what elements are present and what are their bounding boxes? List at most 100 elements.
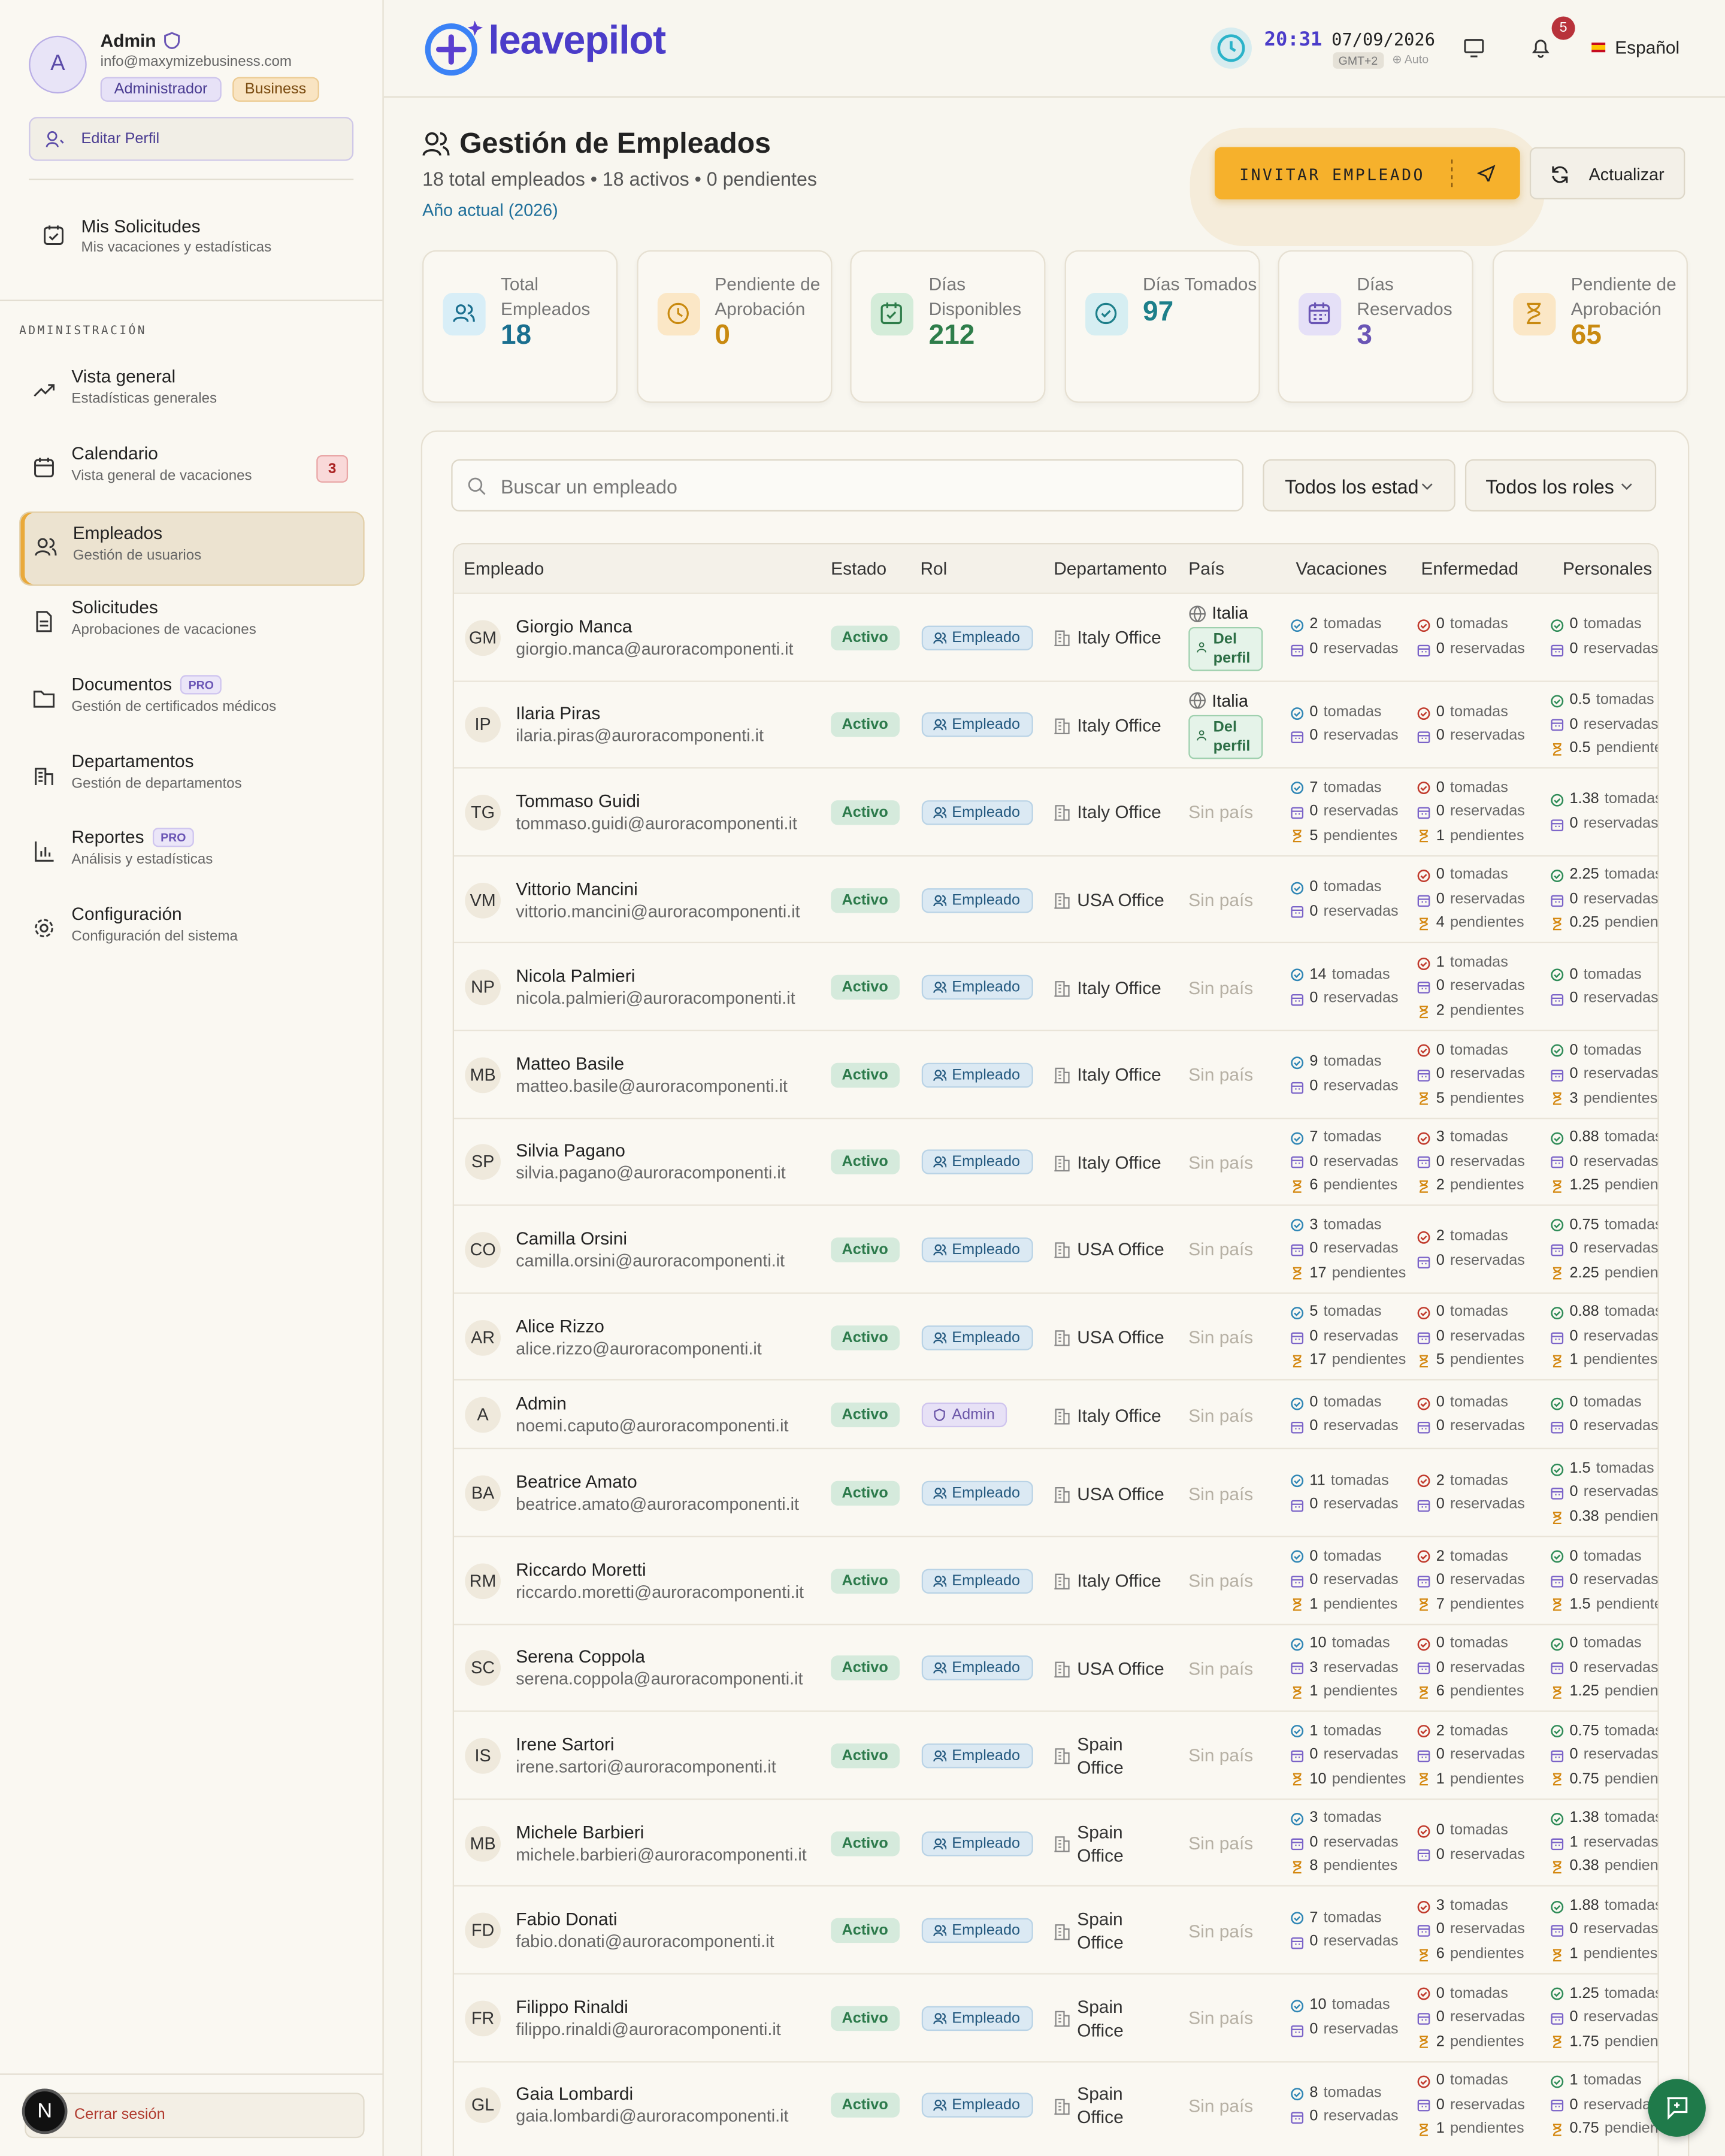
employee-email: giorgio.manca@auroracomponenti.it [516, 639, 794, 659]
icon [1417, 2012, 1430, 2025]
table-row[interactable]: MB Matteo Basile matteo.basile@auroracompo… [453, 1029, 1658, 1119]
leave-line: 1 pendientes [1550, 1349, 1657, 1373]
column-header[interactable]: Vacaciones [1296, 558, 1387, 579]
leave-line: 0 tomadas [1290, 876, 1442, 900]
status-badge: Activo [831, 1150, 900, 1175]
leave-count: 0 [1309, 879, 1318, 895]
icon [933, 1331, 947, 1343]
table-row[interactable]: IP Ilaria Piras ilaria.piras@auroracompone… [453, 680, 1658, 769]
employee-name: Fabio Donati [516, 1909, 618, 1930]
icon [1293, 1267, 1302, 1280]
leave-line: 1 pendientes [1290, 1593, 1442, 1617]
table-row[interactable]: MB Michele Barbieri michele.barbieri@auror… [453, 1798, 1658, 1887]
nav-item[interactable]: Vista general Estadísticas generales [19, 356, 362, 428]
table-row[interactable]: BA Beatrice Amato beatrice.amato@auroracom… [453, 1448, 1658, 1537]
my-requests-subtitle: Mis vacaciones y estadísticas [81, 239, 272, 256]
period-link[interactable]: Año actual (2026) [422, 201, 558, 220]
leave-label: reservadas [1449, 1252, 1525, 1270]
nav-item[interactable]: Reportes PRO Análisis y estadísticas [19, 817, 362, 889]
chat-button[interactable] [1648, 2079, 1706, 2137]
leave-line: 0 tomadas [1550, 1633, 1657, 1657]
status-cell: Activo [831, 769, 900, 856]
nav-item[interactable]: Documentos PRO Gestión de certificados méd… [19, 664, 362, 735]
employee-cell: Riccardo Moretti riccardo.moretti@aurorac… [516, 1537, 825, 1625]
chat-icon [1667, 2097, 1688, 2120]
department-cell: Italy Office [1054, 1119, 1173, 1206]
search-placeholder: Buscar un empleado [500, 476, 677, 498]
search-input[interactable]: Buscar un empleado [451, 459, 1244, 512]
nav-item[interactable]: Departamentos Gestión de departamentos [19, 740, 362, 811]
refresh-button[interactable]: Actualizar [1529, 147, 1685, 199]
column-header[interactable]: Estado [831, 558, 887, 579]
role-text: Empleado [952, 2097, 1021, 2114]
column-header[interactable]: Rol [920, 558, 948, 579]
divider [0, 2073, 383, 2075]
dev-badge[interactable]: N [22, 2088, 68, 2134]
language-selector[interactable]: Español [1615, 37, 1680, 58]
icon [1420, 2123, 1428, 2136]
leave-label: reservadas [1323, 2108, 1399, 2125]
table-row[interactable]: CO Camilla Orsini camilla.orsini@auroracom… [453, 1204, 1658, 1294]
leave-label: tomadas [1331, 1635, 1390, 1652]
table-row[interactable]: RM Riccardo Moretti riccardo.moretti@auror… [453, 1536, 1658, 1625]
role-badge: Empleado [921, 625, 1033, 650]
leave-label: tomadas [1604, 1985, 1659, 2001]
logout-button[interactable]: Cerrar sesión [25, 2093, 365, 2139]
table-row[interactable]: IS Irene Sartori irene.sartori@auroracompo… [453, 1710, 1658, 1800]
table-row[interactable]: SP Silvia Pagano silvia.pagano@auroracompo… [453, 1117, 1658, 1206]
my-requests-link[interactable]: Mis Solicitudes Mis vacaciones y estadís… [29, 204, 353, 270]
leave-count: 7 [1309, 1129, 1318, 1146]
nav-item[interactable]: Empleados Gestión de usuarios [19, 511, 365, 586]
department-cell: Spain Office [1054, 2062, 1173, 2149]
leave-line: 2 tomadas [1417, 1545, 1569, 1569]
icon [1417, 1331, 1430, 1344]
leave-count: 2 [1436, 1722, 1445, 1739]
leave-label: tomadas [1449, 1985, 1508, 2001]
table-row[interactable]: GL Gaia Lombardi gaia.lombardi@auroracompo… [453, 2060, 1658, 2149]
table-row[interactable]: NP Nicola Palmieri nicola.palmieri@aurorac… [453, 942, 1658, 1031]
column-header[interactable]: Enfermedad [1421, 558, 1519, 579]
table-row[interactable]: VM Vittorio Mancini vittorio.mancini@auror… [453, 855, 1658, 944]
nav-subtitle: Gestión de usuarios [72, 547, 202, 564]
column-header[interactable]: Departamento [1054, 558, 1167, 579]
personales-cell: 0 tomadas 0 reservadas 1.5 pendientes [1550, 1537, 1657, 1625]
leave-label: pendientes [1323, 1595, 1398, 1613]
status-filter[interactable]: Todos los estad [1263, 459, 1455, 512]
leave-label: reservadas [1323, 2021, 1399, 2038]
leave-count: 0.75 [1569, 1722, 1599, 1739]
nav-item[interactable]: Calendario Vista general de vacaciones 3 [19, 433, 362, 504]
column-header[interactable]: Personales [1562, 558, 1653, 579]
leave-label: reservadas [1449, 1659, 1525, 1676]
table-row[interactable]: GM Giorgio Manca giorgio.manca@auroracompo… [453, 592, 1658, 682]
avatar: IP [465, 707, 501, 743]
status-badge: Activo [831, 1918, 900, 1943]
flag [1591, 43, 1606, 53]
status-badge: Activo [831, 1831, 900, 1856]
leave-line: 1 tomadas [1550, 2070, 1657, 2094]
display-button[interactable] [1464, 38, 1484, 57]
edit-profile-button[interactable]: Editar Perfil [29, 117, 354, 161]
role-filter[interactable]: Todos los roles [1464, 459, 1657, 512]
icon [1551, 1725, 1564, 1739]
table-row[interactable]: A Admin noemi.caputo@auroracomponenti.it Ac… [453, 1379, 1658, 1450]
table-row[interactable]: SC Serena Coppola serena.coppola@auroracom… [453, 1623, 1658, 1712]
column-header[interactable]: Empleado [463, 558, 544, 579]
country-name: Sin país [1188, 1239, 1254, 1261]
leave-line: 0 reservadas [1290, 1494, 1442, 1518]
table-row[interactable]: AR Alice Rizzo alice.rizzo@auroracomponent… [453, 1292, 1658, 1381]
department-name: Italy Office [1077, 714, 1161, 736]
table-row[interactable]: FD Fabio Donati fabio.donati@auroracompone… [453, 1885, 1658, 1975]
user-avatar[interactable]: A [29, 35, 87, 94]
column-header[interactable]: País [1188, 558, 1225, 579]
nav-item[interactable]: Configuración Configuración del sistema [19, 894, 362, 965]
notifications-button[interactable] [1530, 37, 1552, 59]
vacaciones-cell: 0 tomadas 0 reservadas [1290, 682, 1442, 769]
leave-line: 0 reservadas [1417, 1250, 1569, 1274]
leave-line: 0 reservadas [1550, 988, 1657, 1012]
nav-item[interactable]: Solicitudes Aprobaciones de vacaciones [19, 587, 362, 658]
leave-label: tomadas [1449, 1394, 1508, 1411]
table-row[interactable]: FR Filippo Rinaldi filippo.rinaldi@aurorac… [453, 1973, 1659, 2062]
invite-button[interactable]: INVITAR EMPLEADO [1214, 147, 1520, 199]
table-row[interactable]: TG Tommaso Guidi tommaso.guidi@auroracompo… [453, 767, 1658, 856]
logo-text[interactable]: leavepilot [488, 19, 666, 63]
